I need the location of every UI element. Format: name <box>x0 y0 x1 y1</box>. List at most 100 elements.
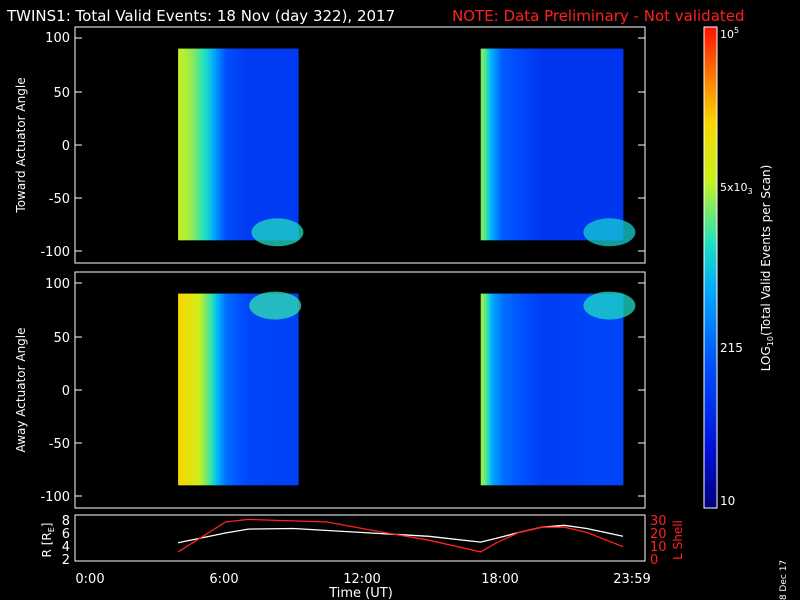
top-heatmap-block1-column-73 <box>596 48 599 241</box>
middle-heatmap-block1-column-67 <box>586 293 589 486</box>
middle-heatmap-block1-column-28 <box>525 293 527 486</box>
top-heatmap-block0-column-9 <box>192 48 195 241</box>
top-heatmap-block1-column-88 <box>619 48 622 241</box>
top-heatmap-block1-column-12 <box>499 48 502 241</box>
lshell-tick-10: 10 <box>650 540 667 555</box>
middle-heatmap-block1-column-69 <box>589 293 592 486</box>
middle-heatmap-block0-column-3 <box>182 293 185 486</box>
top-heatmap-block1-column-2 <box>483 48 486 241</box>
middle-heatmap-block1-column-17 <box>507 293 510 486</box>
middle-heatmap-block1-column-54 <box>566 293 569 486</box>
top-heatmap-block1-column-1 <box>482 48 485 241</box>
top-heatmap-block1-column-64 <box>581 48 584 241</box>
middle-heatmap-block1-column-49 <box>558 293 561 486</box>
orbit-lines <box>177 518 624 553</box>
top-heatmap-block0-column-15 <box>201 48 204 241</box>
preliminary-note: NOTE: Data Preliminary - Not validated <box>452 7 745 25</box>
top-heatmap-block1-column-34 <box>534 48 537 241</box>
top-heatmap-block1-column-43 <box>548 48 551 241</box>
middle-heatmap-block0-column-40 <box>241 293 244 486</box>
top-heatmap-block0-column-26 <box>219 48 222 241</box>
top-ytick-0: 0 <box>62 139 70 154</box>
top-heatmap-block0-column-54 <box>263 48 266 241</box>
top-heatmap-block1-column-3 <box>485 48 488 241</box>
top-heatmap-block0-column-32 <box>228 48 231 241</box>
middle-heatmap-block1-column-8 <box>493 293 496 486</box>
top-heatmap-block1-column-81 <box>608 48 611 241</box>
top-heatmap-block1-column-4 <box>487 48 489 241</box>
middle-heatmap-block0-column-65 <box>280 293 283 486</box>
top-heatmap-block0-column-21 <box>211 48 214 241</box>
middle-heatmap-block0-column-35 <box>233 293 236 486</box>
middle-heatmap-block1-column-37 <box>539 293 542 486</box>
middle-heatmap-block1-column-58 <box>572 293 575 486</box>
middle-heatmap-block0-column-36 <box>235 293 237 486</box>
middle-heatmap-block0-column-49 <box>255 293 258 486</box>
middle-heatmap-block1-column-63 <box>580 293 583 486</box>
top-heatmap-block0-column-39 <box>239 48 242 241</box>
middle-heatmap-block0-column-37 <box>236 293 239 486</box>
top-ytick-100: 100 <box>45 31 70 46</box>
middle-heatmap-block1-column-50 <box>559 293 562 486</box>
top-heatmap-block1-column-20 <box>512 48 515 241</box>
middle-heatmap-block1-column-39 <box>542 293 545 486</box>
middle-heatmap-block0-column-34 <box>231 293 234 486</box>
top-heatmap-block1-column-10 <box>496 48 499 241</box>
top-heatmap-block0-column-40 <box>241 48 244 241</box>
middle-heatmap-block0-column-19 <box>208 293 211 486</box>
top-heatmap-block0-column-14 <box>200 48 203 241</box>
top-heatmap-block1-column-31 <box>529 48 532 241</box>
cbar-tick-10: 10 <box>720 494 735 508</box>
top-heatmap-block1-column-41 <box>545 48 548 241</box>
middle-heatmap-block1-column-41 <box>545 293 548 486</box>
middle-heatmap-block1-column-22 <box>515 293 518 486</box>
middle-heatmap-block0-column-53 <box>261 293 264 486</box>
top-heatmap-block0-column-19 <box>208 48 211 241</box>
top-heatmap-block1-column-36 <box>537 48 540 241</box>
top-heatmap-block0-column-7 <box>189 48 192 241</box>
middle-heatmap-block0-column-12 <box>197 293 199 486</box>
top-ytick-neg100: -100 <box>40 245 70 260</box>
xtick-1800: 18:00 <box>481 572 518 587</box>
middle-heatmap-block1-column-78 <box>604 293 606 486</box>
middle-heatmap-block0-column-7 <box>189 293 192 486</box>
middle-heatmap-block1-column-42 <box>547 293 550 486</box>
top-heatmap-block1-column-75 <box>599 48 602 241</box>
lshell-tick-20: 20 <box>650 527 667 542</box>
middle-heatmap-block0-column-30 <box>225 293 228 486</box>
middle-heatmap-block0-column-22 <box>212 293 215 486</box>
top-heatmap-block0-column-42 <box>244 48 247 241</box>
top-heatmap-block1-column-74 <box>597 48 600 241</box>
top-heatmap-block0-column-44 <box>247 48 250 241</box>
top-heatmap-block0-column-67 <box>284 48 286 241</box>
top-heatmap-block1-column-16 <box>506 48 508 241</box>
top-heatmap-block1-column-53 <box>564 48 567 241</box>
middle-heatmap-block0-column-69 <box>287 293 290 486</box>
top-heatmap-block1-column-51 <box>561 48 564 241</box>
top-heatmap-block1-column-80 <box>607 48 610 241</box>
middle-heatmap-block1-column-53 <box>564 293 567 486</box>
plot-title: TWINS1: Total Valid Events: 18 Nov (day … <box>6 7 395 25</box>
middle-heatmap-block1-column-83 <box>611 293 614 486</box>
r-tick-2: 2 <box>62 553 70 568</box>
middle-heatmap-block1-column-12 <box>499 293 502 486</box>
middle-heatmap-block1-column-52 <box>562 293 565 486</box>
middle-heatmap-block1-column-80 <box>607 293 610 486</box>
middle-heatmap-block1-column-24 <box>518 293 521 486</box>
bottom-panel-frame <box>74 514 646 562</box>
middle-heatmap-block1-column-70 <box>591 293 594 486</box>
middle-heatmap-block1-column-34 <box>534 293 537 486</box>
middle-heatmap-block1-column-35 <box>536 293 538 486</box>
top-heatmap-block1-column-33 <box>532 48 535 241</box>
top-heatmap-block1-column-15 <box>504 48 507 241</box>
top-ytick-50: 50 <box>53 86 70 101</box>
top-heatmap-block1-column-0 <box>480 48 483 241</box>
top-heatmap-block1-column-79 <box>605 48 608 241</box>
top-heatmap-block0-column-37 <box>236 48 239 241</box>
top-heatmap-block0-column-65 <box>280 48 283 241</box>
colorbar-ticks: 105 5x103 215 10 <box>720 26 753 508</box>
middle-heatmap-block1-column-84 <box>613 293 616 486</box>
top-heatmap-block0-column-69 <box>287 48 290 241</box>
top-heatmap-block1-column-25 <box>520 48 523 241</box>
middle-heatmap-block0-column-28 <box>222 293 225 486</box>
